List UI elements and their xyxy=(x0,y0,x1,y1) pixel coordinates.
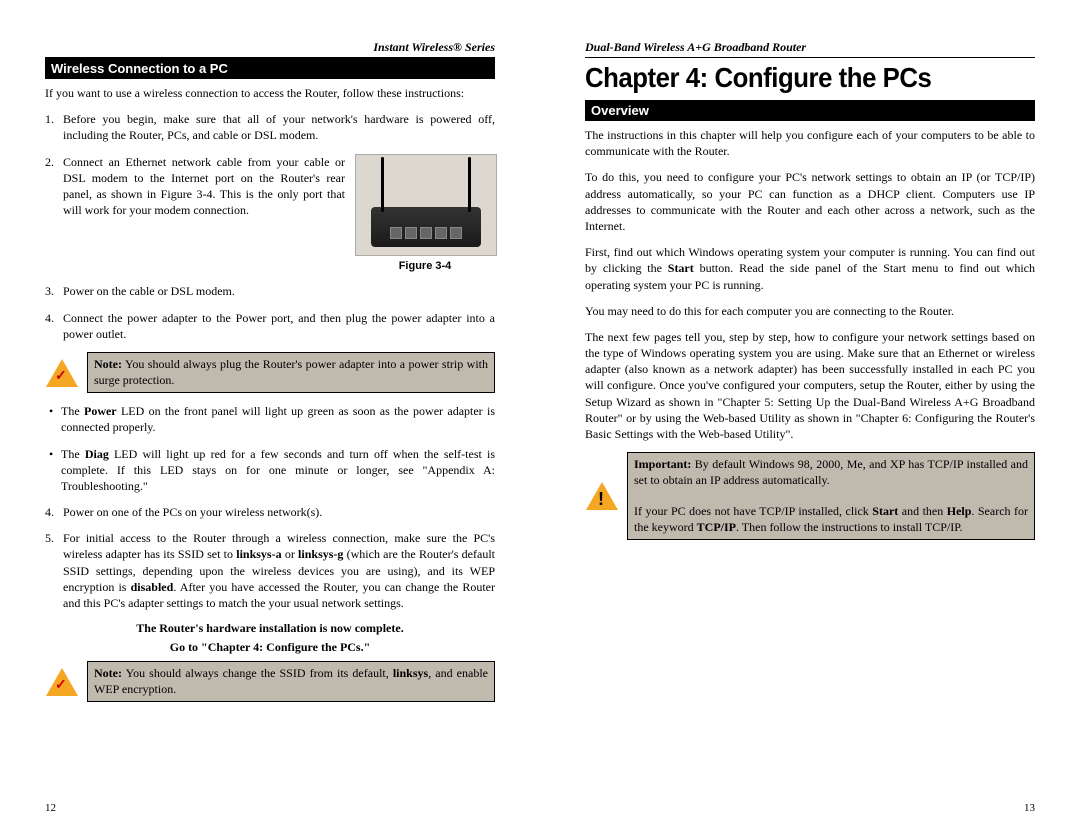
right-page: Dual-Band Wireless A+G Broadband Router … xyxy=(540,0,1080,834)
complete-line-2: Go to "Chapter 4: Configure the PCs." xyxy=(45,640,495,655)
section-heading: Overview xyxy=(585,100,1035,121)
overview-p4: You may need to do this for each compute… xyxy=(585,303,1035,319)
warning-icon xyxy=(585,452,619,540)
step-2: Connect an Ethernet network cable from y… xyxy=(45,154,495,274)
step-5: For initial access to the Router through… xyxy=(45,530,495,611)
left-page: Instant Wireless® Series Wireless Connec… xyxy=(0,0,540,834)
complete-line-1: The Router's hardware installation is no… xyxy=(45,621,495,636)
product-header: Dual-Band Wireless A+G Broadband Router xyxy=(585,40,1035,55)
page-spread: Instant Wireless® Series Wireless Connec… xyxy=(0,0,1080,834)
important-content: Important: By default Windows 98, 2000, … xyxy=(627,452,1035,540)
overview-p5: The next few pages tell you, step by ste… xyxy=(585,329,1035,442)
important-box: Important: By default Windows 98, 2000, … xyxy=(585,452,1035,540)
page-number: 13 xyxy=(1024,802,1035,814)
note-box-2: Note: You should always change the SSID … xyxy=(45,661,495,702)
figure-caption: Figure 3-4 xyxy=(355,259,495,274)
check-icon xyxy=(45,661,79,702)
rule xyxy=(585,57,1035,58)
overview-p1: The instructions in this chapter will he… xyxy=(585,127,1035,159)
intro-text: If you want to use a wireless connection… xyxy=(45,85,495,101)
bullet-list: The Power LED on the front panel will li… xyxy=(45,403,495,494)
step-4b: Power on one of the PCs on your wireless… xyxy=(45,504,495,520)
page-number: 12 xyxy=(45,802,56,814)
step-4a: Connect the power adapter to the Power p… xyxy=(45,310,495,342)
note-1-content: Note: You should always plug the Router'… xyxy=(87,352,495,393)
step-2-text: Connect an Ethernet network cable from y… xyxy=(63,154,345,219)
note-2-content: Note: You should always change the SSID … xyxy=(87,661,495,702)
figure-3-4: Figure 3-4 xyxy=(355,154,495,274)
section-heading: Wireless Connection to a PC xyxy=(45,58,495,79)
step-3: Power on the cable or DSL modem. xyxy=(45,283,495,299)
chapter-title: Chapter 4: Configure the PCs xyxy=(585,62,999,94)
router-image xyxy=(355,154,497,256)
note-box-1: Note: You should always plug the Router'… xyxy=(45,352,495,393)
check-icon xyxy=(45,352,79,393)
overview-p3: First, find out which Windows operating … xyxy=(585,244,1035,293)
series-header: Instant Wireless® Series xyxy=(45,40,495,55)
bullet-power: The Power LED on the front panel will li… xyxy=(45,403,495,435)
steps-list-2: Power on one of the PCs on your wireless… xyxy=(45,504,495,611)
overview-p2: To do this, you need to configure your P… xyxy=(585,169,1035,234)
step-1: Before you begin, make sure that all of … xyxy=(45,111,495,143)
steps-list: Before you begin, make sure that all of … xyxy=(45,111,495,342)
bullet-diag: The Diag LED will light up red for a few… xyxy=(45,446,495,495)
